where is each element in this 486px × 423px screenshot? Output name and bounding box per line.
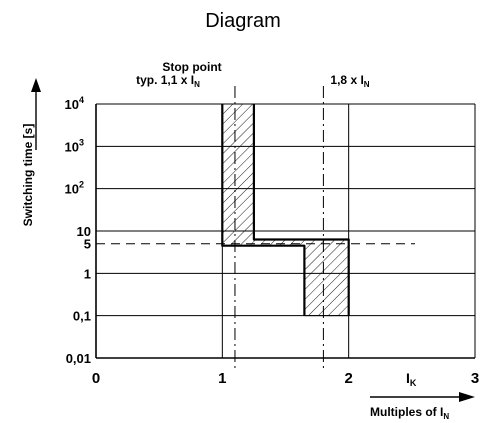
stop-point-typ-label: typ. 1,1 x IN <box>136 73 200 89</box>
y-arrow-head <box>31 78 41 92</box>
reference-lines <box>96 86 415 368</box>
ref-1-8-label: 1,8 x IN <box>330 73 369 89</box>
y-tick-label: 5 <box>84 237 91 252</box>
y-tick-label: 10 <box>77 224 91 239</box>
y-tick-label: 103 <box>65 137 84 154</box>
stop-point-label: Stop point <box>162 60 221 74</box>
band-left-edge <box>221 104 306 316</box>
x-tick-label: 1 <box>218 370 226 387</box>
band-hatch <box>222 104 349 316</box>
y-tick-label: 0,01 <box>66 351 91 366</box>
axes: 0,01 0,1 1 510 102 103 104 0 1 2 3 <box>31 78 479 402</box>
x-tick-label: 2 <box>344 370 352 387</box>
x-tick-label: 3 <box>471 370 479 387</box>
band-right-edge <box>252 104 350 316</box>
y-tick-label: 104 <box>65 95 84 112</box>
ik-inline-label: IK <box>406 370 417 388</box>
y-tick-label: 102 <box>65 180 84 197</box>
chart-title: Diagram <box>205 10 281 32</box>
y-tick-label: 1 <box>84 266 91 281</box>
switching-band <box>221 104 350 317</box>
grid <box>96 103 476 359</box>
y-axis-label: Switching time [s] <box>21 124 35 227</box>
y-tick-label: 0,1 <box>73 309 91 324</box>
x-axis-label: Multiples of IN <box>370 405 449 421</box>
x-tick-label: 0 <box>92 370 100 387</box>
x-arrow-head <box>459 392 475 402</box>
